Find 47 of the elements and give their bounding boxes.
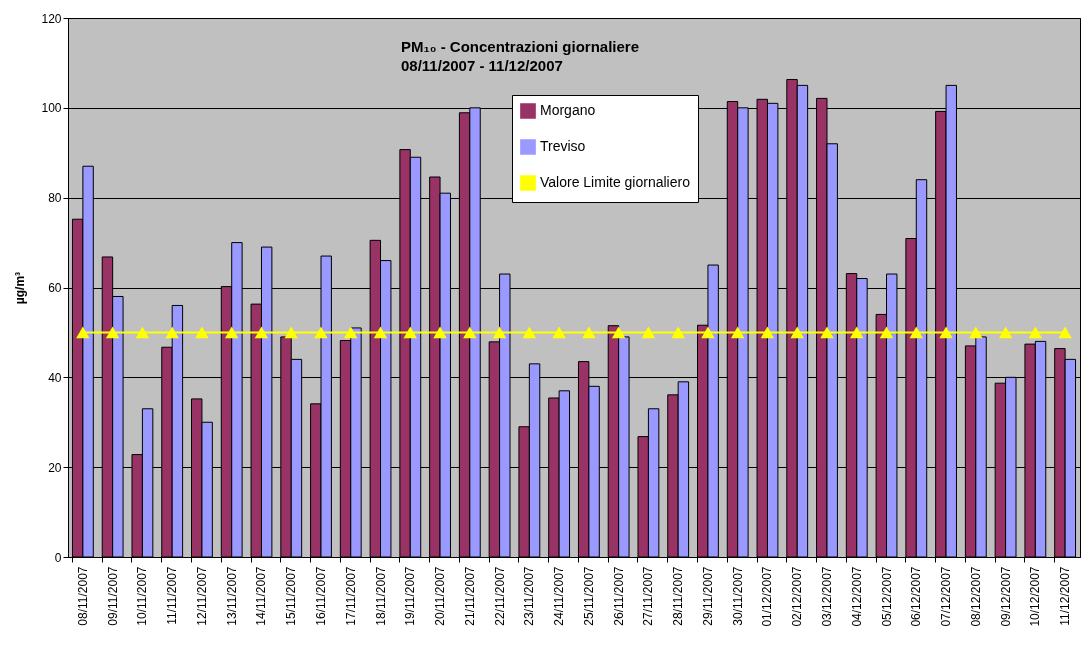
y-axis-title: µg/m³ [13,271,28,305]
x-tick-label: 09/11/2007 [105,566,120,626]
y-tick-label: 0 [54,550,62,565]
x-tick-label: 12/11/2007 [194,566,209,626]
x-tick-label: 05/12/2007 [879,566,894,627]
x-tick-label: 27/11/2007 [641,566,656,626]
x-tick-label: 28/11/2007 [671,566,686,626]
x-tick-label: 25/11/2007 [581,566,596,626]
y-tick-label: 80 [48,191,62,206]
y-tick-label: 120 [41,11,62,26]
x-tick-label: 24/11/2007 [552,566,567,626]
x-tick-label: 08/12/2007 [968,566,983,627]
x-tick-label: 26/11/2007 [611,566,626,626]
y-tick-label: 100 [41,101,62,116]
x-tick-label: 11/11/2007 [165,566,180,625]
y-tick-label: 40 [48,370,62,385]
x-tick-label: 01/12/2007 [760,566,775,627]
x-tick-label: 07/12/2007 [939,566,954,627]
x-tick-label: 06/12/2007 [909,566,924,627]
x-tick-label: 14/11/2007 [254,566,269,626]
x-tick-label: 29/11/2007 [700,566,715,626]
x-tick-label: 18/11/2007 [373,566,388,626]
x-tick-label: 11/12/2007 [1058,566,1073,626]
x-tick-label: 13/11/2007 [224,566,239,626]
y-tick-label: 60 [48,281,62,295]
x-tick-label: 20/11/2007 [433,566,448,626]
x-tick-label: 08/11/2007 [75,566,90,626]
x-tick-label: 30/11/2007 [730,566,745,626]
y-tick-label: 20 [48,460,62,475]
x-tick-label: 03/12/2007 [820,566,834,627]
x-tick-label: 16/11/2007 [314,566,328,626]
x-tick-label: 22/11/2007 [492,566,507,626]
x-tick-label: 21/11/2007 [462,566,477,626]
x-tick-label: 10/11/2007 [135,566,150,626]
x-tick-label: 04/12/2007 [849,566,864,627]
text: 08/11/2007 - 11/12/2007 [401,57,563,74]
x-tick-label: 10/12/2007 [1028,566,1043,627]
legend-label: Treviso [540,138,586,154]
x-tick-label: 19/11/2007 [403,566,418,626]
x-tick-label: 23/11/2007 [522,566,537,626]
x-tick-label: 02/12/2007 [790,566,805,627]
x-tick-label: 15/11/2007 [284,566,299,626]
x-tick-label: 17/11/2007 [343,566,358,626]
x-tick-label: 09/12/2007 [998,566,1013,627]
text: PM₁₀ - Concentrazioni giornaliere [401,38,639,55]
legend-label: Valore Limite giornaliero [540,174,691,190]
legend-label: Morgano [540,102,596,118]
